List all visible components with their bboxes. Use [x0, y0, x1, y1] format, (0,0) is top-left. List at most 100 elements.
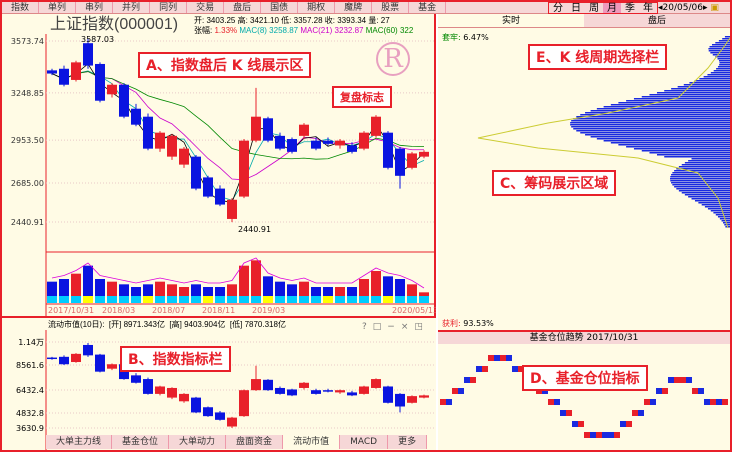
fund-block — [614, 432, 620, 438]
top-tab-5[interactable]: 交易 — [187, 2, 225, 13]
chip-bar — [681, 192, 730, 194]
chip-bar — [576, 130, 730, 132]
candle-body — [107, 84, 117, 95]
volume-bar-base — [275, 296, 285, 303]
volume-bar-base — [335, 296, 345, 303]
chip-bar — [711, 44, 730, 46]
period-3[interactable]: 月 — [603, 3, 621, 14]
callout-d: D、基金仓位指标 — [522, 365, 648, 391]
top-tab-9[interactable]: 魔牌 — [335, 2, 373, 13]
period-5[interactable]: 年 — [643, 3, 653, 14]
indicator-tab-5[interactable]: MACD — [340, 435, 389, 449]
indicator-bar — [407, 396, 417, 403]
volume-bar — [203, 287, 213, 303]
chip-bar — [585, 112, 730, 114]
fund-block — [644, 399, 650, 405]
period-0[interactable]: 分 — [553, 3, 563, 14]
fund-block — [674, 377, 680, 383]
y-tick-label: 4832.8 — [16, 409, 44, 418]
chip-bar — [585, 134, 730, 136]
indicator-tab-4[interactable]: 流动市值 — [283, 435, 341, 449]
volume-bar-base — [203, 296, 213, 303]
top-tab-7[interactable]: 国债 — [261, 2, 299, 13]
period-1[interactable]: 日 — [571, 3, 581, 14]
volume-bar-base — [71, 296, 81, 303]
x-tick-label: 2018/11 — [202, 306, 235, 315]
fund-block — [482, 366, 488, 372]
indicator-tab-2[interactable]: 大单动力 — [169, 435, 227, 449]
indicator-bar — [359, 386, 369, 394]
fund-block — [440, 399, 446, 405]
fund-block — [668, 377, 674, 383]
chip-bar — [710, 52, 730, 54]
indicator-bar — [335, 390, 345, 393]
candle-body — [143, 116, 153, 149]
tab-realtime[interactable]: 实时 — [438, 14, 584, 27]
volume-bar-base — [179, 296, 189, 303]
lock-ratio: 套牢: 6.47% — [442, 33, 489, 42]
candle-body — [179, 148, 189, 165]
top-tab-8[interactable]: 期权 — [298, 2, 336, 13]
top-tab-3[interactable]: 并列 — [113, 2, 151, 13]
chip-bar — [678, 190, 730, 192]
indicator-panel[interactable]: 流动市值(10日): [开] 8971.343亿 [高] 9403.904亿 [… — [2, 316, 436, 452]
chip-bar — [610, 142, 730, 144]
replay-mark-icon[interactable]: R — [376, 42, 410, 76]
fund-block — [452, 388, 458, 394]
indicator-bar — [131, 375, 141, 383]
volume-bar-base — [263, 296, 273, 303]
chip-bar — [603, 106, 730, 108]
indicator-chart[interactable]: 1.14万 8561.6 6432.4 4832.8 3630.9 — [2, 318, 436, 452]
candle-body — [371, 116, 381, 136]
indicator-bar — [287, 389, 297, 396]
fund-block — [554, 399, 560, 405]
top-tab-1[interactable]: 单列 — [39, 2, 77, 13]
indicator-bar — [215, 412, 225, 420]
chip-bar — [678, 166, 730, 168]
volume-bar-base — [47, 296, 57, 303]
fund-block — [596, 432, 602, 438]
volume-ma-line — [51, 257, 425, 289]
chip-bar — [718, 60, 730, 62]
tab-after-hours[interactable]: 盘后 — [584, 14, 730, 27]
fund-block — [536, 388, 542, 394]
fund-block — [458, 388, 464, 394]
indicator-tab-1[interactable]: 基金仓位 — [112, 435, 170, 449]
indicator-bar — [167, 387, 177, 398]
volume-bar-base — [167, 296, 177, 303]
top-tab-6[interactable]: 盘后 — [224, 2, 262, 13]
date-nav[interactable]: ◂20/05/06▸ ▣ — [658, 3, 719, 13]
chip-bar — [633, 98, 730, 100]
candle-body — [395, 148, 405, 176]
chip-bar — [664, 156, 730, 158]
indicator-tab-0[interactable]: 大单主力线 — [46, 435, 113, 449]
settings-icon[interactable]: ▣ — [710, 3, 719, 13]
indicator-bar — [263, 379, 273, 391]
top-tab-10[interactable]: 股票 — [372, 2, 410, 13]
candle-body — [311, 140, 321, 149]
candle-body — [299, 124, 309, 136]
volume-bar — [155, 281, 165, 303]
indicator-tab-3[interactable]: 盘面资金 — [226, 435, 284, 449]
chip-bar — [707, 74, 730, 76]
panel-controls[interactable]: ?□−×◳ — [362, 322, 429, 332]
chip-bar — [683, 84, 730, 86]
chip-bar — [656, 92, 730, 94]
volume-bar — [347, 287, 357, 303]
chip-bar — [708, 48, 730, 50]
y-tick-label: 1.14万 — [18, 338, 44, 347]
period-4[interactable]: 季 — [625, 3, 635, 14]
period-2[interactable]: 周 — [589, 3, 599, 14]
indicator-bar — [299, 382, 309, 388]
top-tab-11[interactable]: 基金 — [409, 2, 447, 13]
fund-block — [488, 355, 494, 361]
indicator-tab-6[interactable]: 更多 — [388, 435, 428, 449]
indicator-bar — [395, 393, 405, 407]
top-tab-4[interactable]: 同列 — [150, 2, 188, 13]
chip-bar — [664, 90, 730, 92]
fund-block — [476, 366, 482, 372]
top-tab-0[interactable]: 指数 — [2, 2, 40, 13]
top-tab-2[interactable]: 串列 — [76, 2, 114, 13]
chip-bar — [671, 88, 730, 90]
indicator-bar — [419, 395, 429, 398]
